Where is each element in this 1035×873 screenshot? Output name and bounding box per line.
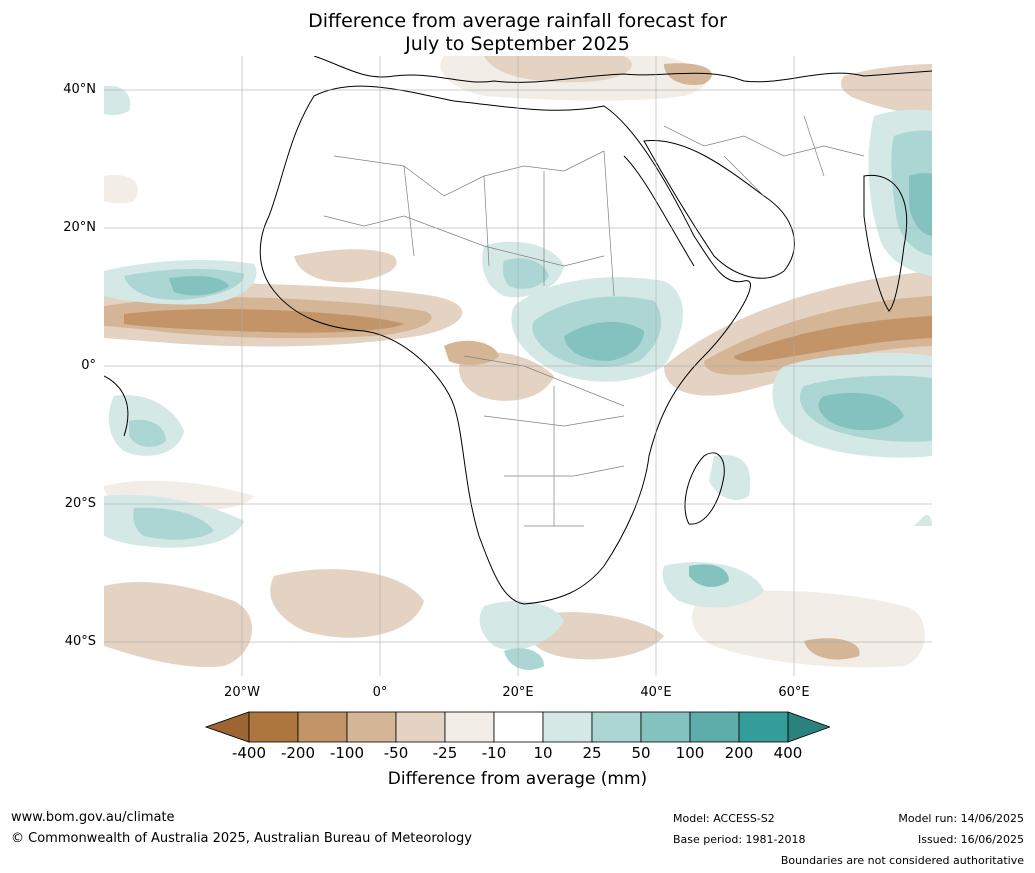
title-line-2: July to September 2025 xyxy=(405,33,630,55)
footer-website[interactable]: www.bom.gov.au/climate xyxy=(11,810,175,825)
colorbar-tick-label: 400 xyxy=(773,744,803,762)
colorbar-cell xyxy=(248,711,299,743)
colorbar-cell xyxy=(346,711,397,743)
colorbar-tick-label: 25 xyxy=(582,744,602,762)
title-line-1: Difference from average rainfall forecas… xyxy=(308,10,727,32)
wet-anomaly-areas xyxy=(104,85,932,670)
lon-label-60e: 60°E xyxy=(778,685,810,700)
colorbar-tick-label: -10 xyxy=(481,744,507,762)
footer-model: Model: ACCESS-S2 xyxy=(673,812,775,825)
colorbar-cell xyxy=(591,711,642,743)
colorbar-cell xyxy=(444,711,495,743)
colorbar-tick-label: -200 xyxy=(280,744,316,762)
footer-copyright: © Commonwealth of Australia 2025, Austra… xyxy=(11,831,472,846)
lon-label-40e: 40°E xyxy=(640,685,672,700)
colorbar-cell xyxy=(738,711,789,743)
colorbar-tick-label: 50 xyxy=(631,744,651,762)
colorbar-tick-label: -100 xyxy=(329,744,365,762)
colorbar-arrow-max xyxy=(787,711,830,743)
colorbar-label: Difference from average (mm) xyxy=(387,769,648,789)
map-title: Difference from average rainfall forecas… xyxy=(0,10,1035,56)
map-canvas xyxy=(104,56,932,676)
lat-label-equator: 0° xyxy=(81,358,96,373)
country-borders xyxy=(323,115,865,527)
colorbar-tick-label: 10 xyxy=(533,744,553,762)
graticule xyxy=(104,56,932,676)
lat-label-40s: 40°S xyxy=(64,634,96,649)
lon-label-0: 0° xyxy=(372,685,388,700)
lat-label-20n: 20°N xyxy=(63,220,96,235)
colorbar-tick-label: 200 xyxy=(724,744,754,762)
lat-label-40n: 40°N xyxy=(63,82,96,97)
lon-label-20e: 20°E xyxy=(502,685,534,700)
colorbar xyxy=(205,711,830,743)
colorbar-cell xyxy=(689,711,740,743)
footer-base-period: Base period: 1981-2018 xyxy=(673,833,806,846)
coastlines xyxy=(104,56,932,605)
colorbar-cell xyxy=(640,711,691,743)
colorbar-cell xyxy=(542,711,593,743)
colorbar-arrow-min xyxy=(205,711,250,743)
colorbar-cell xyxy=(297,711,348,743)
colorbar-cell xyxy=(395,711,446,743)
footer-disclaimer: Boundaries are not considered authoritat… xyxy=(780,854,1024,867)
rainfall-map[interactable] xyxy=(104,56,932,676)
footer-issued: Issued: 16/06/2025 xyxy=(917,833,1024,846)
colorbar-tick-label: -50 xyxy=(383,744,409,762)
lon-label-20w: 20°W xyxy=(224,685,260,700)
dry-anomaly-areas xyxy=(104,56,932,668)
colorbar-cell xyxy=(493,711,544,743)
colorbar-tick-label: 100 xyxy=(675,744,705,762)
colorbar-tick-label: -25 xyxy=(432,744,458,762)
lat-label-20s: 20°S xyxy=(64,496,96,511)
colorbar-tick-label: -400 xyxy=(231,744,267,762)
footer-model-run: Model run: 14/06/2025 xyxy=(898,812,1024,825)
